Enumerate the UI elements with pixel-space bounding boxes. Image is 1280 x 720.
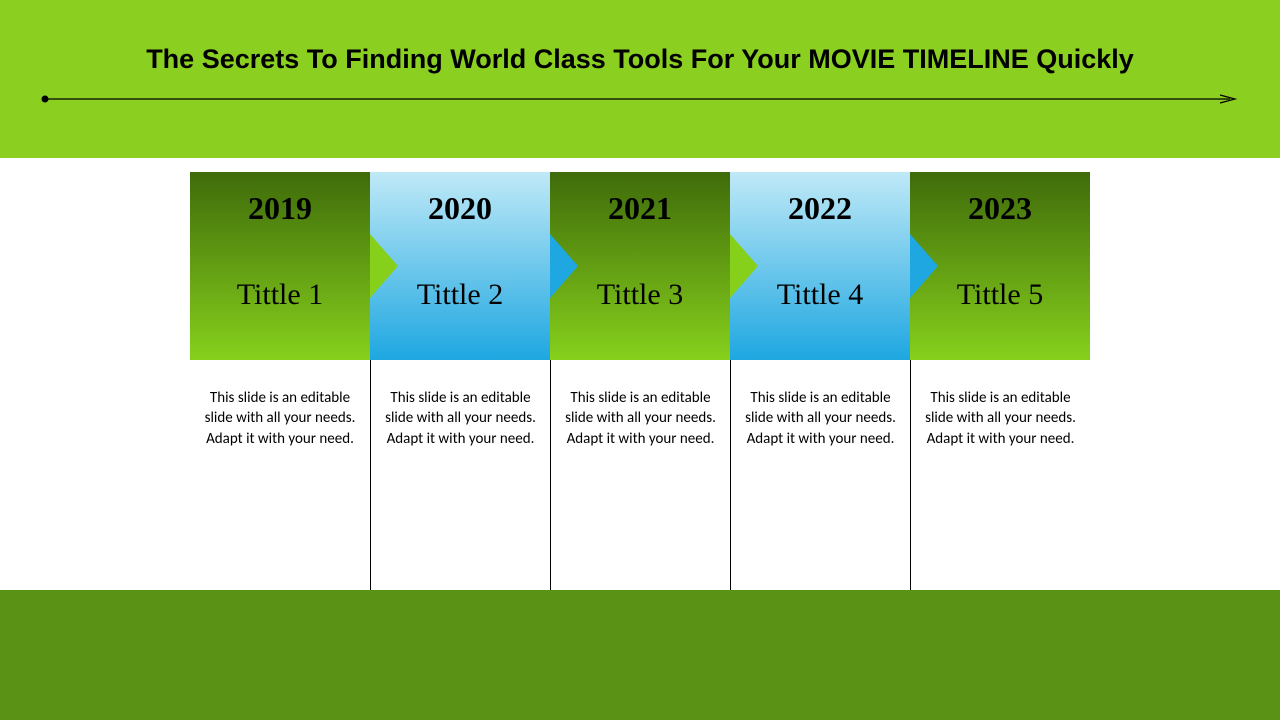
timeline-year: 2021 — [550, 190, 730, 227]
timeline-desc-cell: This slide is an editable slide with all… — [370, 360, 550, 590]
timeline-year: 2019 — [190, 190, 370, 227]
chevron-right-icon — [730, 234, 758, 298]
timeline-row: 2019Tittle 12020Tittle 22021Tittle 32022… — [190, 172, 1090, 360]
chevron-right-icon — [370, 234, 398, 298]
timeline-desc-cell: This slide is an editable slide with all… — [730, 360, 910, 590]
chevron-right-icon — [550, 234, 578, 298]
timeline-desc-text: This slide is an editable slide with all… — [925, 388, 1076, 449]
timeline-year: 2022 — [730, 190, 910, 227]
timeline-desc-text: This slide is an editable slide with all… — [385, 388, 536, 449]
timeline-desc-cell: This slide is an editable slide with all… — [190, 360, 370, 590]
header-arrow-line — [40, 94, 1240, 104]
timeline-year: 2023 — [910, 190, 1090, 227]
page-title: The Secrets To Finding World Class Tools… — [0, 44, 1280, 75]
chevron-right-icon — [910, 234, 938, 298]
timeline-cell: 2019 Tittle 1 — [190, 172, 370, 360]
footer-band — [0, 590, 1280, 720]
timeline-desc-cell: This slide is an editable slide with all… — [910, 360, 1090, 590]
header-banner: The Secrets To Finding World Class Tools… — [0, 0, 1280, 158]
timeline-desc-text: This slide is an editable slide with all… — [204, 388, 356, 449]
timeline-year: 2020 — [370, 190, 550, 227]
timeline-title: Tittle 1 — [190, 278, 370, 312]
timeline-descriptions: This slide is an editable slide with all… — [190, 360, 1090, 590]
timeline-desc-text: This slide is an editable slide with all… — [745, 388, 896, 449]
timeline-desc-text: This slide is an editable slide with all… — [565, 388, 716, 449]
timeline-desc-cell: This slide is an editable slide with all… — [550, 360, 730, 590]
